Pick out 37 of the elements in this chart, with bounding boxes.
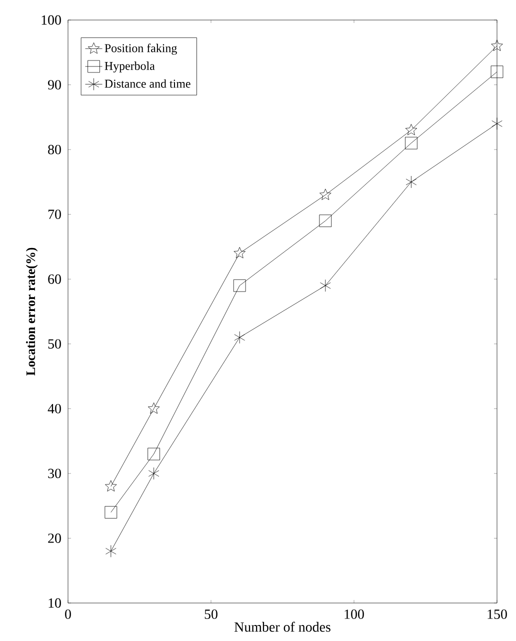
y-tick-label: 90 (48, 80, 61, 90)
point (148, 402, 160, 414)
point (234, 247, 246, 258)
y-tick-label: 40 (48, 404, 61, 414)
point (105, 480, 117, 492)
y-tick-label: 30 (48, 468, 61, 478)
point (148, 448, 160, 460)
point (104, 506, 118, 518)
x-tick-label: 150 (488, 610, 507, 619)
x-tick-label: 50 (204, 610, 218, 619)
point (492, 117, 502, 130)
point (320, 279, 331, 292)
legend-label: Position faking (104, 44, 177, 55)
y-tick-label: 50 (48, 339, 61, 349)
legend-label: Distance and time (104, 79, 190, 88)
y-tick-label: 20 (48, 534, 61, 543)
point (490, 66, 504, 78)
point (320, 188, 332, 200)
y-tick-label: 60 (48, 274, 61, 284)
y-axis-title: Location error rate(%) (26, 248, 38, 376)
point (106, 545, 116, 558)
point (405, 124, 418, 136)
point (148, 467, 160, 480)
point (491, 40, 503, 51)
point (405, 136, 418, 150)
point (233, 279, 246, 292)
y-tick-label: 10 (48, 598, 61, 608)
y-tick-label: 100 (42, 15, 61, 25)
x-tick-label: 100 (344, 610, 364, 619)
y-tick-label: 70 (48, 210, 61, 220)
y-tick-label: 80 (48, 144, 61, 154)
x-axis-title: Number of nodes (234, 622, 330, 632)
legend-label: Hyperbola (104, 62, 155, 72)
point (319, 214, 332, 227)
point (406, 176, 417, 188)
x-tick-label: 0 (65, 610, 71, 619)
point (234, 331, 245, 344)
